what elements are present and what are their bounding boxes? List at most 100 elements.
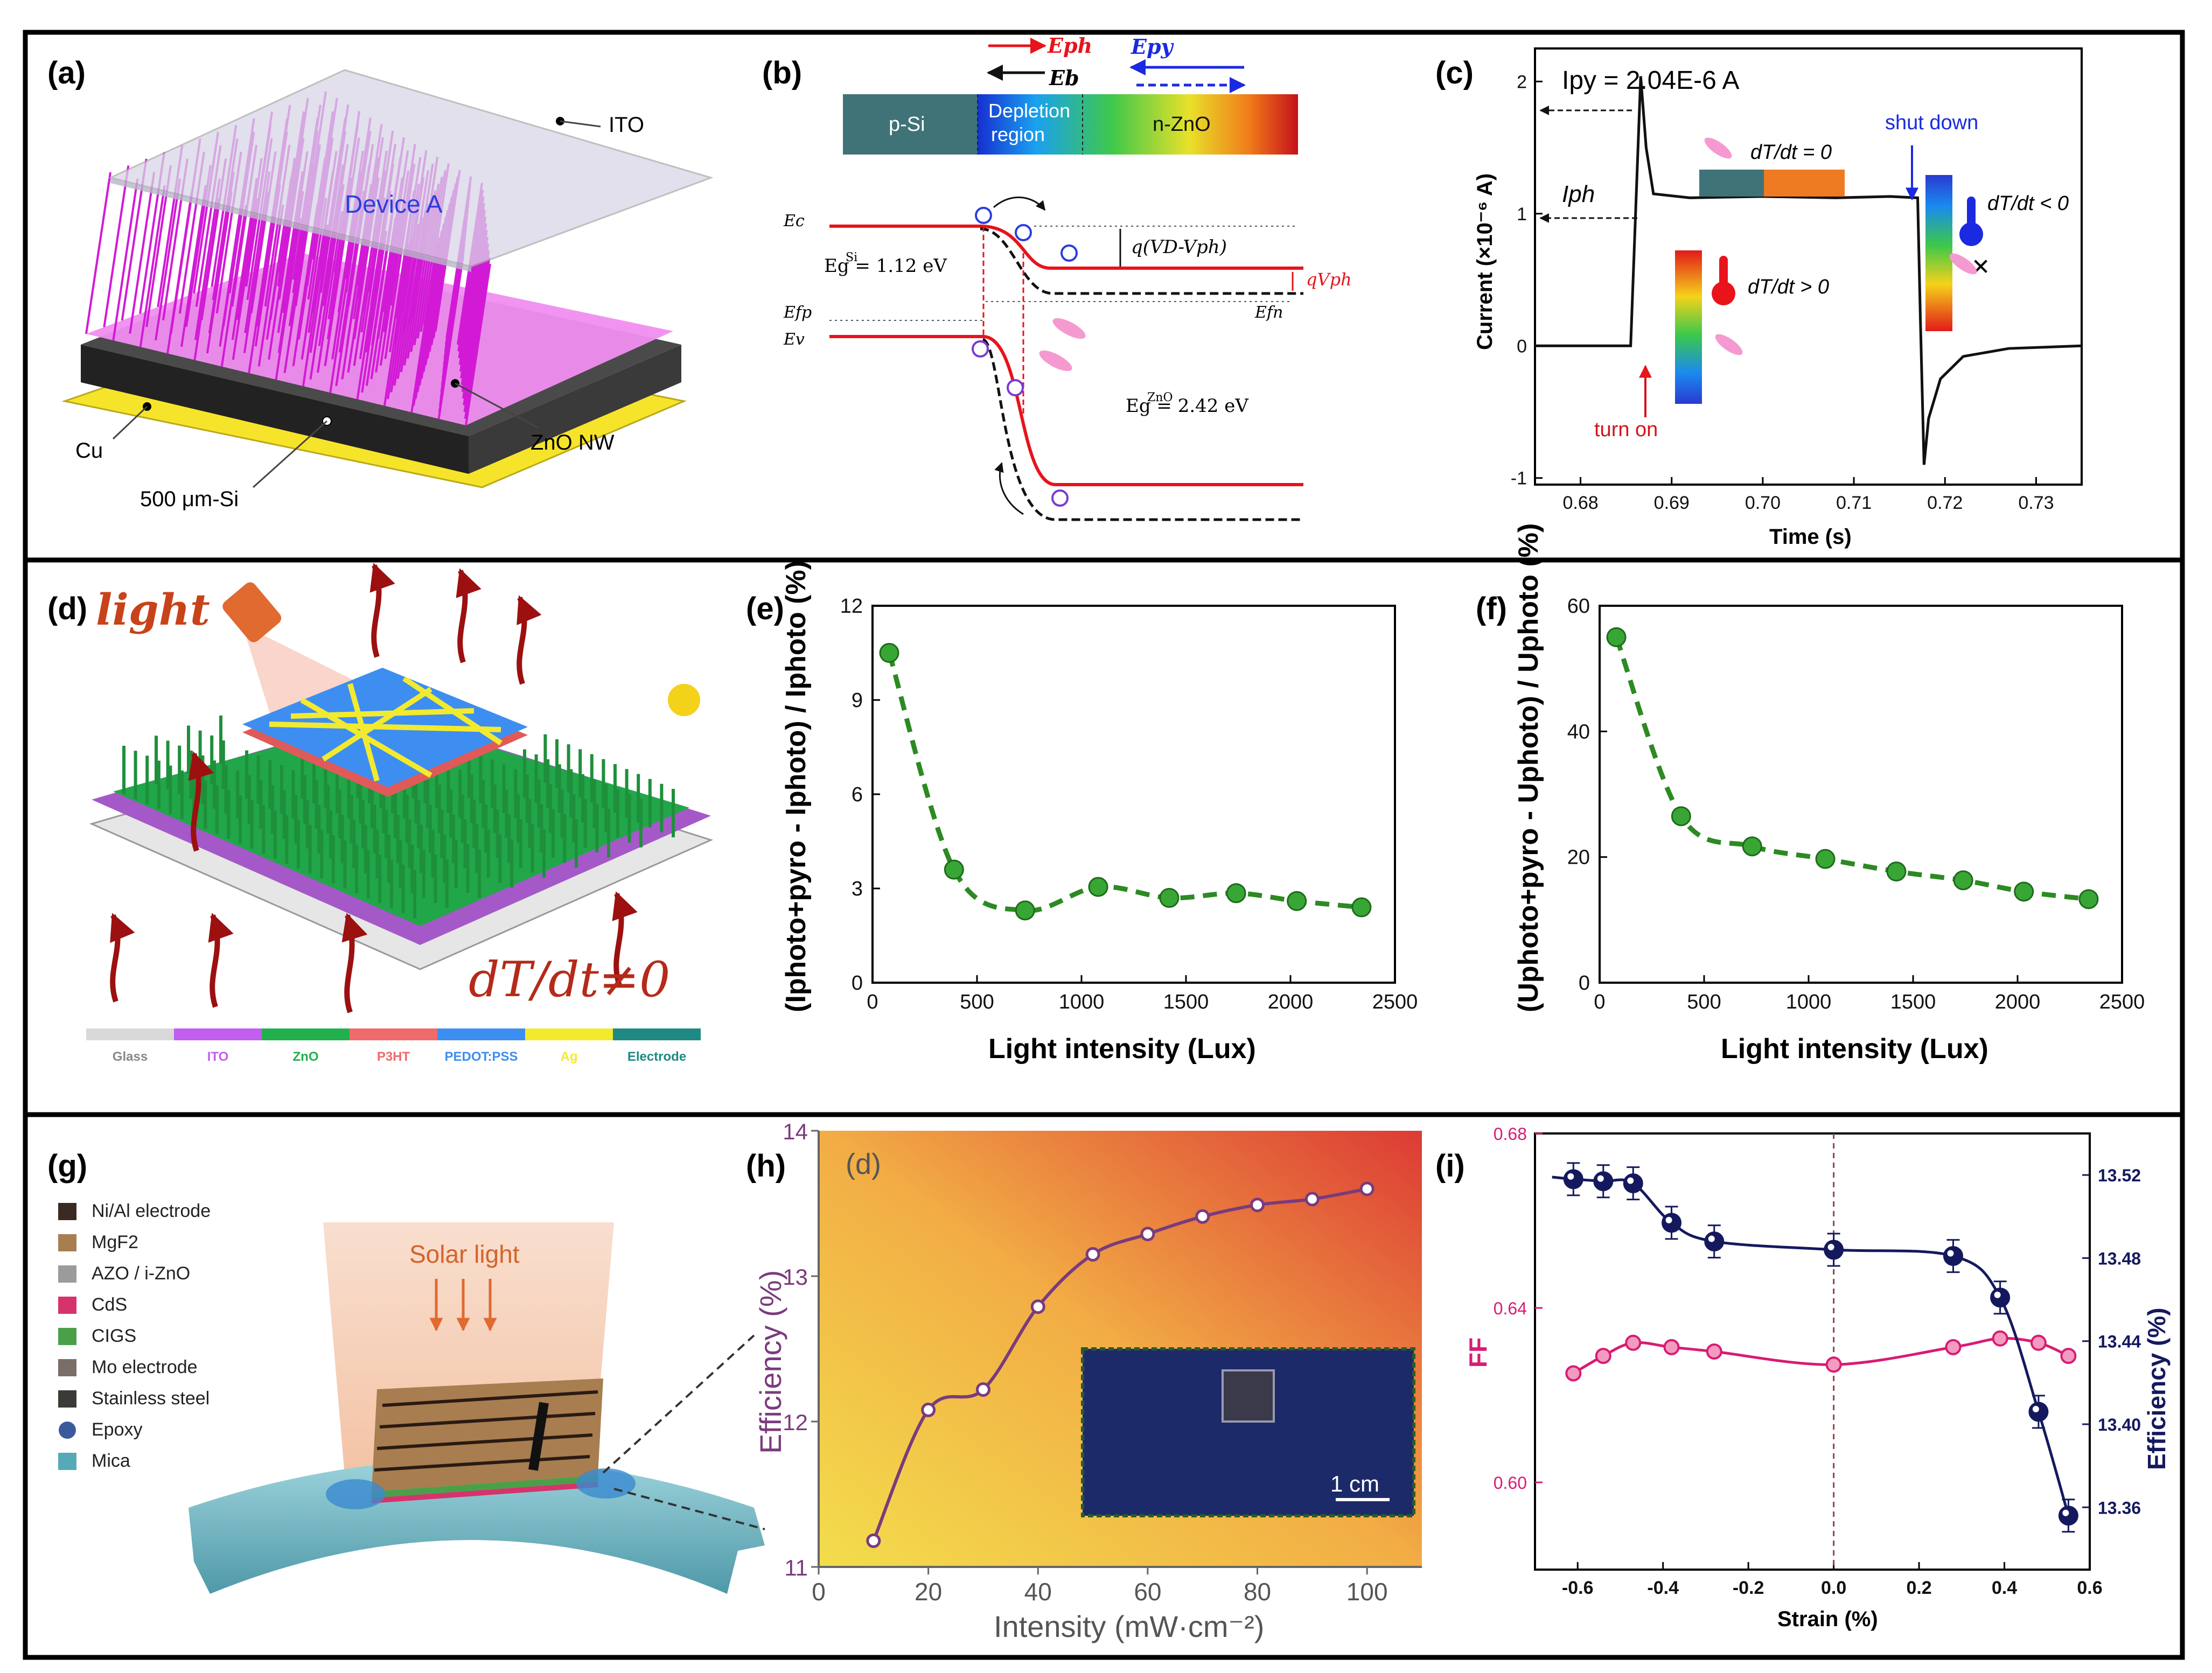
panel-g: (g) Ni/Al electrode MgF2 AZO / i-ZnO CdS CIG… (47, 1149, 765, 1594)
si-block-side (469, 345, 681, 474)
efp-label: Efp (783, 303, 812, 322)
efn-label: Efn (1254, 303, 1283, 322)
ito-label: ITO (609, 113, 644, 137)
panel-label-c: (c) (1435, 55, 1474, 90)
legend-label-d: P3HT (377, 1049, 410, 1064)
ylabel-e: (Iphoto+pyro - Iphoto) / Iphoto (%) (780, 561, 812, 1012)
y-tick-label: 6 (852, 783, 863, 806)
legend-label-d: Ag (561, 1049, 578, 1064)
x-tick-label-c: 0.73 (2018, 493, 2054, 513)
plot-frame-i (1534, 1132, 2091, 1571)
data-point-eff (2058, 1506, 2078, 1526)
x-tick-label: 2000 (1995, 991, 2041, 1013)
panel-label-e: (e) (746, 591, 784, 626)
legend-swatch-g (58, 1328, 76, 1345)
data-point-highlight (1665, 1216, 1672, 1223)
x-tick-label-i: -0.6 (1562, 1578, 1594, 1598)
data-point (879, 643, 899, 663)
legend-swatch-g (58, 1234, 76, 1251)
x-tick-label: 1500 (1890, 991, 1936, 1013)
si-gap-label: Eg = 1.12 eV (824, 255, 947, 277)
data-point-eff (1990, 1287, 2011, 1308)
data-point-eff (2028, 1402, 2049, 1422)
x-tick-label-i: 0.6 (2077, 1578, 2102, 1598)
y-tick-label: 20 (1567, 846, 1590, 869)
si-block-front (81, 345, 469, 474)
legend-label-g: Mo electrode (92, 1357, 198, 1377)
data-point (1953, 870, 1973, 891)
data-point-highlight (1627, 1177, 1634, 1184)
ev-label: Ev (783, 330, 805, 349)
scale-bar-label: 1 cm (1330, 1471, 1379, 1496)
x-tick-label: 500 (960, 991, 994, 1013)
sub-label-h: (d) (846, 1148, 881, 1180)
data-point-eff (1943, 1246, 1963, 1266)
data-point (1815, 849, 1836, 869)
legend-label-d: ZnO (293, 1049, 319, 1064)
axes-h: 0 20 40 60 80 100 11 12 13 14 (783, 1119, 1422, 1606)
y-tick-label-left-i: 0.60 (1494, 1473, 1527, 1493)
y-tick-label-c: 2 (1517, 72, 1527, 92)
y-tick-label-h: 12 (783, 1410, 808, 1435)
x-tick-label: 2500 (2099, 991, 2145, 1013)
data-point-h (1195, 1209, 1210, 1224)
data-point-eff (1662, 1213, 1682, 1233)
data-point (1671, 806, 1691, 827)
legend-label-d: Glass (113, 1049, 148, 1064)
heat-arrows (110, 563, 638, 1013)
data-point-ff (1625, 1334, 1642, 1351)
axes-f: 0 500 1000 1500 2000 2500 0 20 40 60 (1567, 595, 2145, 1013)
x-tick-label: 1000 (1786, 991, 1832, 1013)
x-tick-label-h: 0 (812, 1578, 826, 1606)
x-tick-label-i: 0.2 (1906, 1578, 1931, 1598)
cu-label: Cu (75, 439, 103, 463)
conduction-band (829, 225, 1303, 270)
data-point-ff (1565, 1365, 1582, 1382)
legend-label-g: AZO / i-ZnO (92, 1263, 190, 1284)
panel-label-g: (g) (47, 1149, 87, 1184)
y-tick-label: 40 (1567, 720, 1590, 743)
y-tick-label: 12 (840, 595, 863, 618)
plot-frame-f (1599, 605, 2123, 984)
epy-label: Epy (1131, 34, 1175, 59)
legend-swatch-g (58, 1203, 76, 1220)
x-tick-label-c: 0.72 (1927, 493, 1963, 513)
data-point-h (975, 1382, 990, 1397)
legend-swatch-d (350, 1028, 437, 1040)
y-tick-label-right-i: 13.52 (2098, 1166, 2141, 1185)
data-point-ff (2030, 1334, 2047, 1351)
legend-swatch-g (58, 1453, 76, 1470)
data-point-highlight (2032, 1405, 2039, 1412)
data-point-h (1085, 1247, 1100, 1262)
xlabel-e: Light intensity (Lux) (988, 1033, 1256, 1065)
y-tick-label-h: 13 (783, 1264, 808, 1290)
y-tick-label-h: 14 (783, 1119, 808, 1144)
panel-h: (h) (d) 0 20 40 60 80 100 11 12 13 14 1 cm Intens… (746, 1119, 1422, 1643)
data-point-eff (1623, 1173, 1643, 1194)
dtdt0-label: dT/dt = 0 (1750, 141, 1832, 164)
light-label: light (96, 584, 210, 635)
x-tick-label-i: 0.0 (1821, 1578, 1846, 1598)
inset-vbar-heat (1675, 250, 1702, 404)
x-tick-label: 1000 (1059, 991, 1105, 1013)
panel-a: (a) Device A ITO ZnO NW Cu 500 μm-Si (47, 55, 714, 511)
panel-b: (b) Eph Eb Epy p-Si Depletion region n-Z… (762, 33, 1352, 521)
x-tick-label-i: 0.4 (1992, 1578, 2017, 1598)
y-tick-label: 0 (1579, 972, 1590, 995)
legend-swatch-d (262, 1028, 350, 1040)
x-tick-label-c: 0.71 (1836, 493, 1872, 513)
solar-light-label: Solar light (409, 1240, 520, 1268)
data-point (1015, 900, 1035, 921)
legend-swatch-d (437, 1028, 525, 1040)
legend-d: Glass ITO ZnO P3HT PEDOT:PSS Ag Electrode (86, 1028, 701, 1064)
legend-swatch-g (58, 1297, 76, 1314)
ni-al-fingers (374, 1390, 598, 1472)
data-point-highlight (1827, 1244, 1834, 1250)
data-point-highlight (1994, 1291, 2001, 1298)
legend-swatch-g (58, 1390, 76, 1408)
xlabel-f: Light intensity (Lux) (1721, 1033, 1988, 1065)
y-tick-label-left-i: 0.68 (1494, 1124, 1527, 1144)
legend-label-d: Electrode (627, 1049, 686, 1064)
data-point-ff (1825, 1356, 1842, 1373)
